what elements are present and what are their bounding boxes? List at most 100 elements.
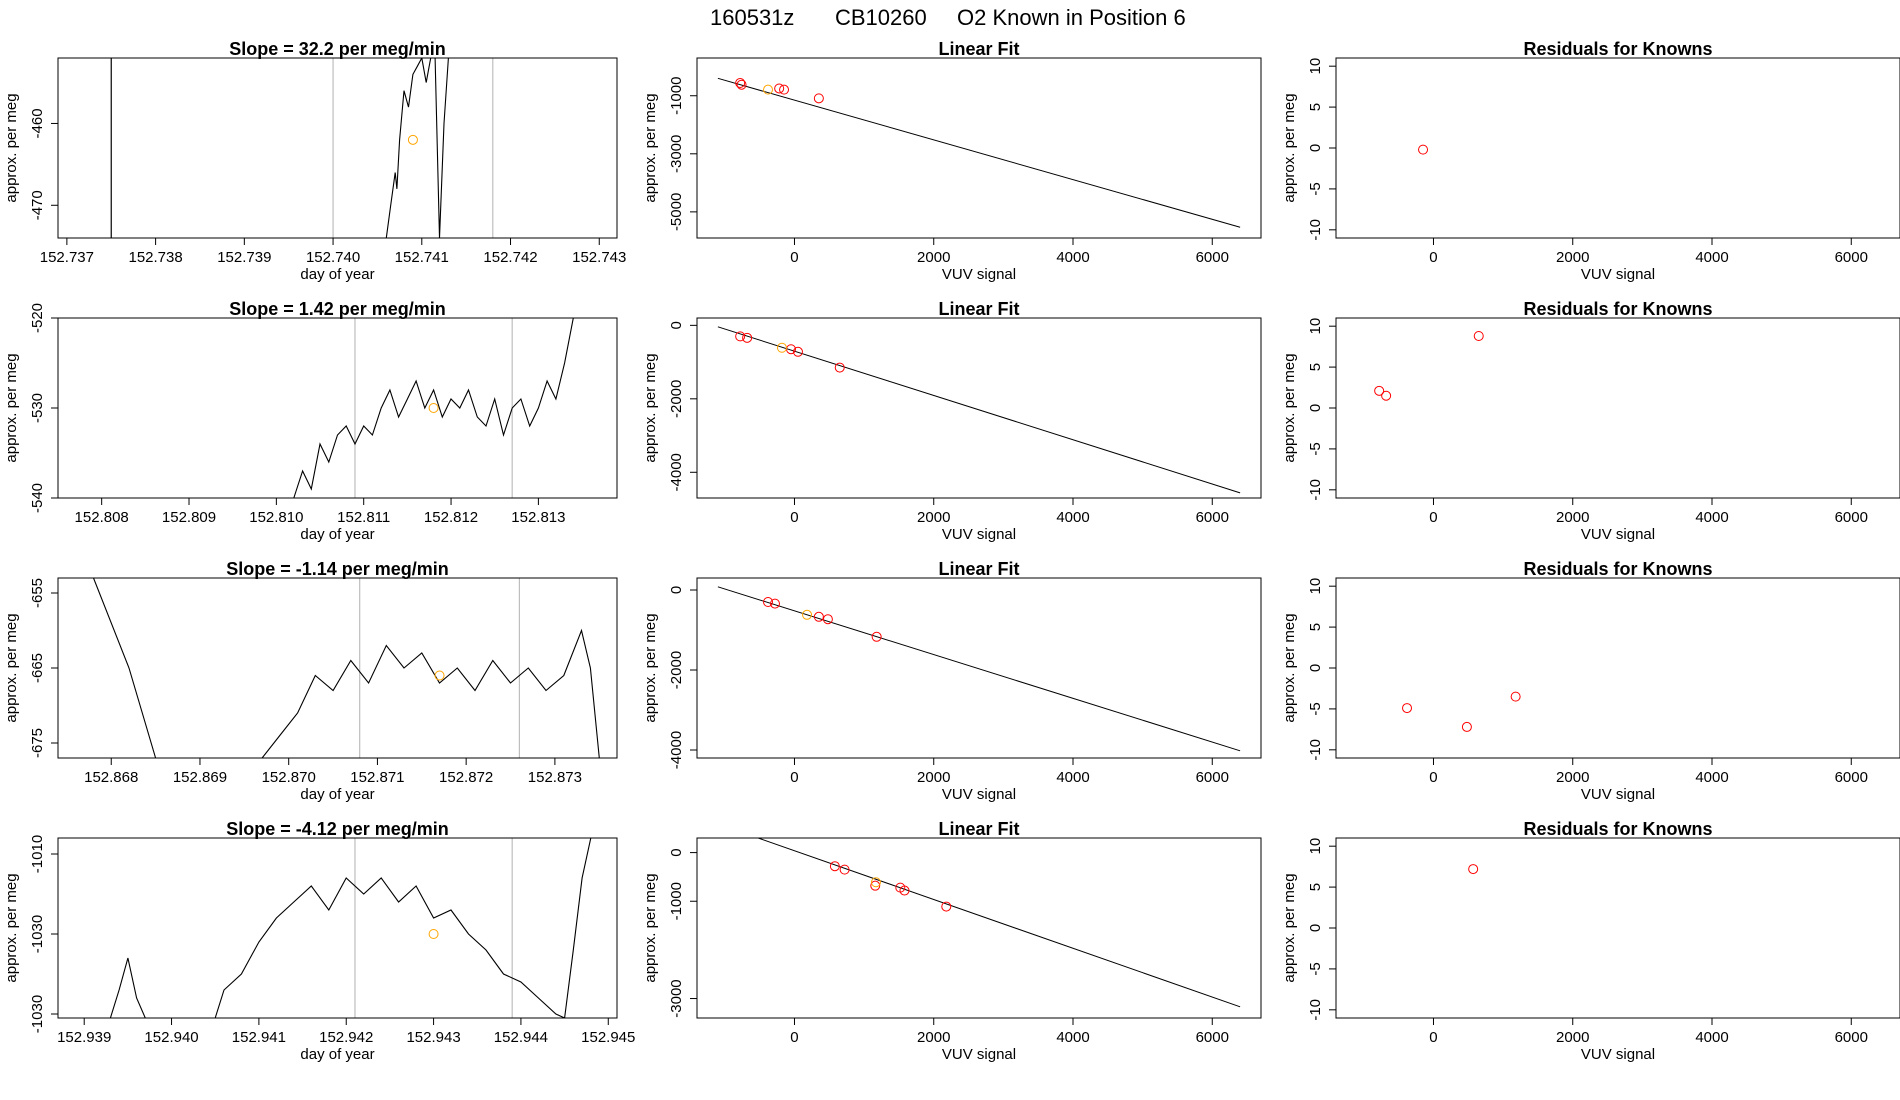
fit-line xyxy=(717,77,1241,228)
plot-frame xyxy=(1335,317,1900,499)
plot-frame xyxy=(1335,57,1900,239)
x-axis-label: VUV signal xyxy=(1581,266,1655,283)
x-tick-label: 0 xyxy=(1429,249,1437,266)
known-point xyxy=(1473,331,1484,341)
x-axis-label: VUV signal xyxy=(942,266,1016,283)
plot-area xyxy=(92,578,600,758)
panel-r3-fit: Linear Fit 0 2000 4000 6000 VUV signal -4000 -2… xyxy=(642,559,1262,803)
y-tick-label: -10 xyxy=(1307,219,1324,241)
x-tick-label: 2000 xyxy=(1556,249,1589,266)
y-tick-label: -530 xyxy=(29,393,46,423)
x-tick-label: 4000 xyxy=(1695,249,1728,266)
y-tick-label: -5 xyxy=(1307,962,1324,975)
y-tick-label: -665 xyxy=(29,653,46,683)
x-axis-label: day of year xyxy=(300,526,374,543)
figure-description: O2 Known in Position 6 xyxy=(957,5,1186,30)
x-tick-label: 4000 xyxy=(1056,1029,1089,1046)
x-tick-label: 152.939 xyxy=(57,1029,111,1046)
x-tick-label: 4000 xyxy=(1056,249,1089,266)
panel-r3-res: Residuals for Knowns 0 2000 4000 6000 VUV sig… xyxy=(1281,559,1900,803)
y-tick-label: 0 xyxy=(668,848,685,856)
y-axis-label: approx. per meg xyxy=(642,873,659,982)
fit-line xyxy=(756,838,1241,1008)
x-tick-label: 4000 xyxy=(1695,769,1728,786)
y-tick-label: -10 xyxy=(1307,479,1324,501)
x-axis-label: VUV signal xyxy=(942,526,1016,543)
data-trace xyxy=(58,318,574,498)
x-tick-label: 6000 xyxy=(1196,1029,1229,1046)
x-tick-label: 6000 xyxy=(1835,769,1868,786)
figure-tank-id: CB10260 xyxy=(835,5,927,30)
panel-r4-res: Residuals for Knowns 0 2000 4000 6000 VUV sig… xyxy=(1281,819,1900,1063)
y-tick-label: 5 xyxy=(1307,363,1324,371)
known-point xyxy=(834,362,845,373)
plot-area xyxy=(109,838,592,1018)
y-tick-label: -5 xyxy=(1307,442,1324,455)
plot-area xyxy=(1374,331,1484,401)
x-tick-label: 152.809 xyxy=(162,509,216,526)
x-tick-label: 0 xyxy=(1429,769,1437,786)
known-point xyxy=(763,597,774,607)
y-tick-label: -10 xyxy=(1307,999,1324,1021)
plot-frame xyxy=(1335,577,1900,759)
highlight-point xyxy=(407,134,418,145)
y-axis-label: approx. per meg xyxy=(1281,353,1298,462)
panel-r1-trace: Slope = 32.2 per meg/min 152.737 152.738 15… xyxy=(3,39,626,283)
y-axis-label: approx. per meg xyxy=(3,93,20,202)
y-tick-label: -1000 xyxy=(668,77,685,115)
x-axis-label: VUV signal xyxy=(1581,1046,1655,1063)
highlight-point xyxy=(428,403,439,413)
y-tick-label: 10 xyxy=(1307,58,1324,75)
x-tick-label: 6000 xyxy=(1196,249,1229,266)
panel-title: Linear Fit xyxy=(938,819,1019,839)
y-tick-label: 10 xyxy=(1307,318,1324,335)
y-axis-label: approx. per meg xyxy=(642,93,659,202)
y-tick-label: -4000 xyxy=(668,453,685,491)
panel-r1-fit: Linear Fit 0 2000 4000 6000 VUV signal -5000 -3… xyxy=(642,39,1262,283)
plot-frame xyxy=(57,837,618,1019)
known-point xyxy=(736,79,747,90)
known-point xyxy=(839,864,850,875)
x-tick-label: 152.810 xyxy=(249,509,303,526)
panel-title: Residuals for Knowns xyxy=(1523,819,1712,839)
y-tick-label: 0 xyxy=(1307,144,1324,152)
x-tick-label: 4000 xyxy=(1695,509,1728,526)
panel-title: Linear Fit xyxy=(938,559,1019,579)
y-tick-label: 5 xyxy=(1307,623,1324,631)
y-tick-label: -3000 xyxy=(668,135,685,173)
fit-line xyxy=(717,326,1241,494)
y-tick-label: 5 xyxy=(1307,103,1324,111)
known-point xyxy=(742,332,753,343)
x-tick-label: 4000 xyxy=(1056,769,1089,786)
x-tick-label: 152.813 xyxy=(511,509,565,526)
known-point xyxy=(1374,385,1385,396)
x-tick-label: 6000 xyxy=(1196,509,1229,526)
y-tick-label: 10 xyxy=(1307,578,1324,595)
x-tick-label: 6000 xyxy=(1835,249,1868,266)
known-point xyxy=(1468,864,1479,875)
x-axis-label: VUV signal xyxy=(942,786,1016,803)
y-axis-label: approx. per meg xyxy=(3,873,20,982)
plot-area xyxy=(717,326,1241,494)
fit-line xyxy=(717,586,1241,752)
x-tick-label: 6000 xyxy=(1835,1029,1868,1046)
known-point xyxy=(779,84,790,95)
known-point xyxy=(813,93,824,104)
plot-area xyxy=(1468,864,1479,875)
x-tick-label: 152.872 xyxy=(439,769,493,786)
y-tick-label: -2000 xyxy=(668,380,685,418)
known-point xyxy=(735,331,746,342)
x-tick-label: 2000 xyxy=(917,249,950,266)
y-tick-label: -1010 xyxy=(29,835,46,873)
y-tick-label: 0 xyxy=(668,321,685,329)
known-point xyxy=(769,598,780,609)
y-tick-label: -5 xyxy=(1307,702,1324,715)
known-point xyxy=(822,614,833,625)
known-point xyxy=(941,901,952,912)
y-tick-label: -1030 xyxy=(29,915,46,953)
y-tick-label: -2000 xyxy=(668,651,685,689)
panel-title: Slope = 1.42 per meg/min xyxy=(229,299,446,319)
panel-title: Residuals for Knowns xyxy=(1523,299,1712,319)
